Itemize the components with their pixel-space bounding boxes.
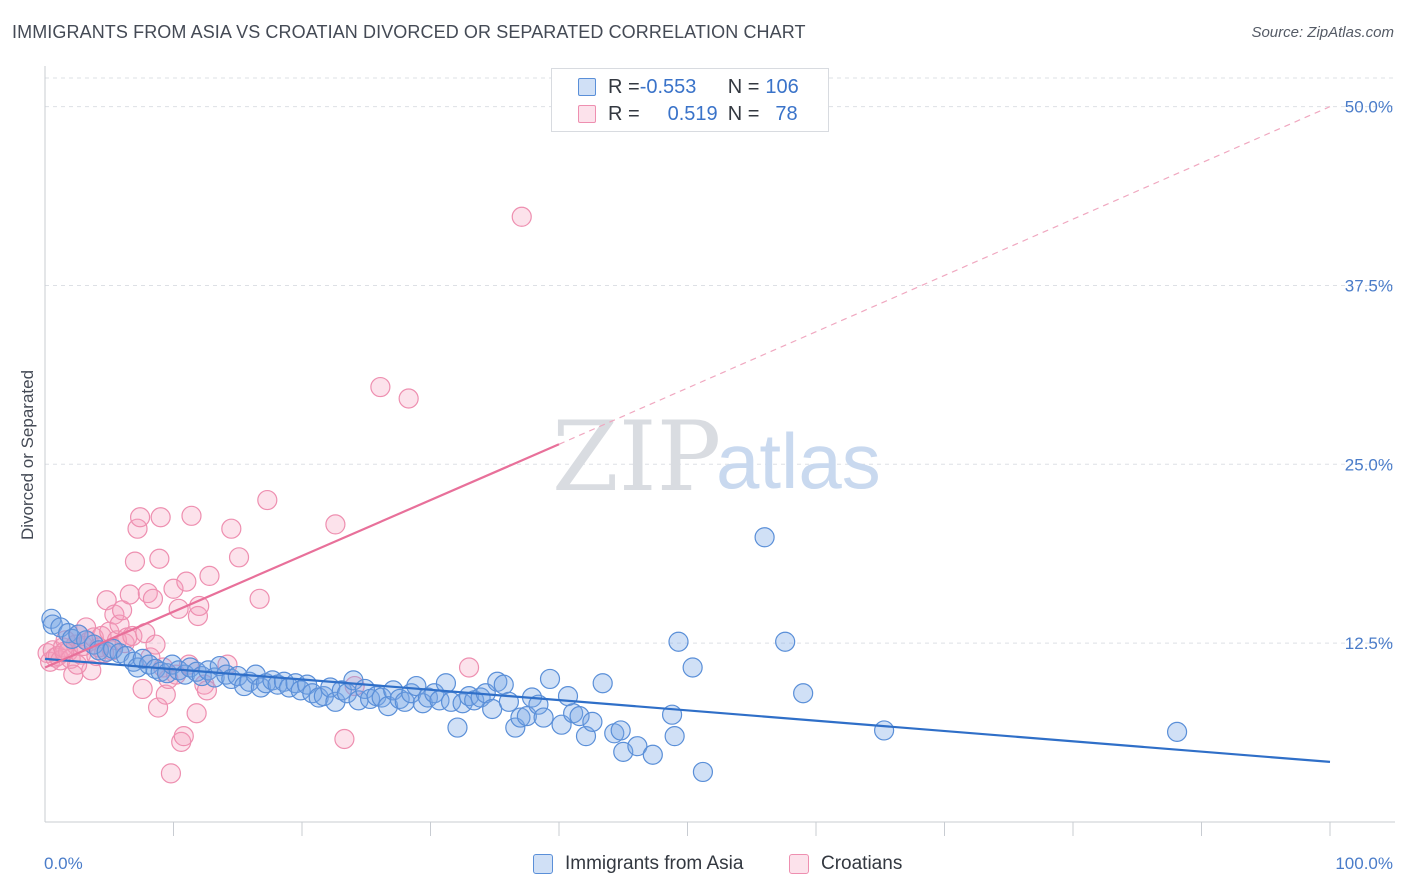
y-tick-label: 37.5% xyxy=(1345,276,1393,295)
point-croatians xyxy=(173,726,194,747)
point-immigrants-from-asia xyxy=(664,726,685,747)
point-immigrants-from-asia xyxy=(377,696,399,717)
point-croatians xyxy=(398,388,419,409)
source-label: Source: ZipAtlas.com xyxy=(1251,24,1394,41)
bottom-legend-swatch-pink xyxy=(789,854,809,874)
point-croatians xyxy=(249,588,270,609)
point-croatians xyxy=(199,565,220,587)
y-tick-label: 25.0% xyxy=(1345,455,1393,474)
point-croatians xyxy=(511,206,532,227)
legend-n-value: 106 xyxy=(765,75,799,98)
point-immigrants-from-asia xyxy=(582,711,603,732)
watermark-zip: ZIP xyxy=(552,401,721,513)
series-immigrants-from-asia xyxy=(41,527,1188,783)
point-croatians xyxy=(132,678,153,700)
bottom-legend-label: Immigrants from Asia xyxy=(565,853,744,874)
point-croatians xyxy=(119,584,140,605)
point-croatians xyxy=(147,697,169,718)
x-tick-label: 100.0% xyxy=(1335,854,1393,873)
point-croatians xyxy=(129,507,151,528)
point-immigrants-from-asia xyxy=(510,707,531,728)
point-immigrants-from-asia xyxy=(539,668,561,690)
point-croatians xyxy=(142,588,164,609)
point-immigrants-from-asia xyxy=(533,707,554,728)
axes xyxy=(44,66,1395,836)
point-croatians xyxy=(370,376,391,398)
point-croatians xyxy=(458,657,480,678)
point-immigrants-from-asia xyxy=(793,683,814,704)
legend-r-label: R = xyxy=(608,102,640,125)
point-immigrants-from-asia xyxy=(447,717,468,738)
point-immigrants-from-asia xyxy=(592,673,613,694)
point-croatians xyxy=(150,507,171,528)
y-tick-label: 50.0% xyxy=(1345,98,1393,117)
point-immigrants-from-asia xyxy=(627,736,648,757)
correlation-legend: R = -0.553 N = 106 R = 0.519 N = 78 xyxy=(551,68,829,132)
x-tick-label: 0.0% xyxy=(44,854,83,873)
point-croatians xyxy=(189,595,210,617)
legend-r-label: R = xyxy=(608,75,640,98)
point-immigrants-from-asia xyxy=(692,761,714,783)
point-croatians xyxy=(181,505,202,526)
legend-r-value: -0.553 xyxy=(639,75,697,98)
point-immigrants-from-asia xyxy=(482,698,503,720)
bottom-legend-croatians: Croatians xyxy=(789,851,902,877)
bottom-legend-asia: Immigrants from Asia xyxy=(533,851,743,877)
legend-n-label: N = xyxy=(727,75,760,98)
point-croatians xyxy=(149,548,170,569)
bottom-legend-label: Croatians xyxy=(821,853,903,874)
legend-n-value: 78 xyxy=(775,102,798,125)
y-tick-label: 12.5% xyxy=(1345,634,1393,653)
point-immigrants-from-asia xyxy=(58,623,79,644)
point-immigrants-from-asia xyxy=(754,527,775,548)
point-croatians xyxy=(221,518,242,539)
point-croatians xyxy=(334,728,355,750)
point-croatians xyxy=(160,763,182,784)
legend-r-value: 0.519 xyxy=(667,102,718,125)
legend-swatch-pink xyxy=(578,105,596,123)
point-immigrants-from-asia xyxy=(569,706,590,727)
point-croatians xyxy=(257,489,278,511)
point-immigrants-from-asia xyxy=(642,744,663,765)
point-immigrants-from-asia xyxy=(1166,721,1188,742)
point-croatians xyxy=(145,634,166,655)
watermark: ZIP atlas xyxy=(552,401,881,513)
point-immigrants-from-asia xyxy=(424,683,445,704)
trend-line-croatians-extension xyxy=(558,106,1331,445)
point-croatians xyxy=(163,578,184,599)
point-immigrants-from-asia xyxy=(775,631,796,652)
watermark-atlas: atlas xyxy=(716,417,881,505)
point-croatians xyxy=(186,703,207,724)
point-immigrants-from-asia xyxy=(290,680,311,701)
point-immigrants-from-asia xyxy=(682,657,703,678)
point-immigrants-from-asia xyxy=(610,720,631,741)
legend-row-asia: R = -0.553 N = 106 xyxy=(578,74,799,100)
point-croatians xyxy=(67,654,88,675)
trend-lines xyxy=(44,106,1331,764)
point-immigrants-from-asia xyxy=(325,691,346,712)
point-immigrants-from-asia xyxy=(874,720,895,741)
y-axis-label: Divorced or Separated xyxy=(18,370,37,540)
legend-swatch-blue xyxy=(578,78,596,96)
bottom-legend-swatch-blue xyxy=(533,854,553,874)
legend-n-label: N = xyxy=(727,102,760,125)
trend-line-asia xyxy=(44,657,1331,764)
axis-labels: 12.5% 25.0% 37.5% 50.0% 0.0% 100.0% Divorced o… xyxy=(18,98,1393,873)
point-croatians xyxy=(228,547,250,568)
point-immigrants-from-asia xyxy=(42,614,63,635)
point-croatians xyxy=(325,514,346,535)
chart-title: IMMIGRANTS FROM ASIA VS CROATIAN DIVORCE… xyxy=(12,22,806,42)
trend-line-croatians xyxy=(44,443,560,669)
point-immigrants-from-asia xyxy=(343,670,364,691)
legend-row-croatians: R = 0.519 N = 78 xyxy=(578,101,798,127)
point-croatians xyxy=(124,551,146,572)
point-croatians xyxy=(176,571,197,592)
point-immigrants-from-asia xyxy=(557,685,579,707)
point-immigrants-from-asia xyxy=(435,673,457,694)
point-croatians xyxy=(155,684,176,705)
point-immigrants-from-asia xyxy=(493,674,514,695)
point-immigrants-from-asia xyxy=(668,631,689,652)
